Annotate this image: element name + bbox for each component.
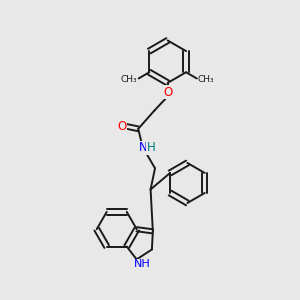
Text: O: O (163, 86, 172, 99)
Text: H: H (146, 141, 155, 154)
Text: CH₃: CH₃ (198, 75, 214, 84)
Text: CH₃: CH₃ (121, 75, 137, 84)
Text: NH: NH (134, 259, 150, 269)
Text: O: O (117, 120, 126, 133)
Text: N: N (139, 141, 148, 154)
